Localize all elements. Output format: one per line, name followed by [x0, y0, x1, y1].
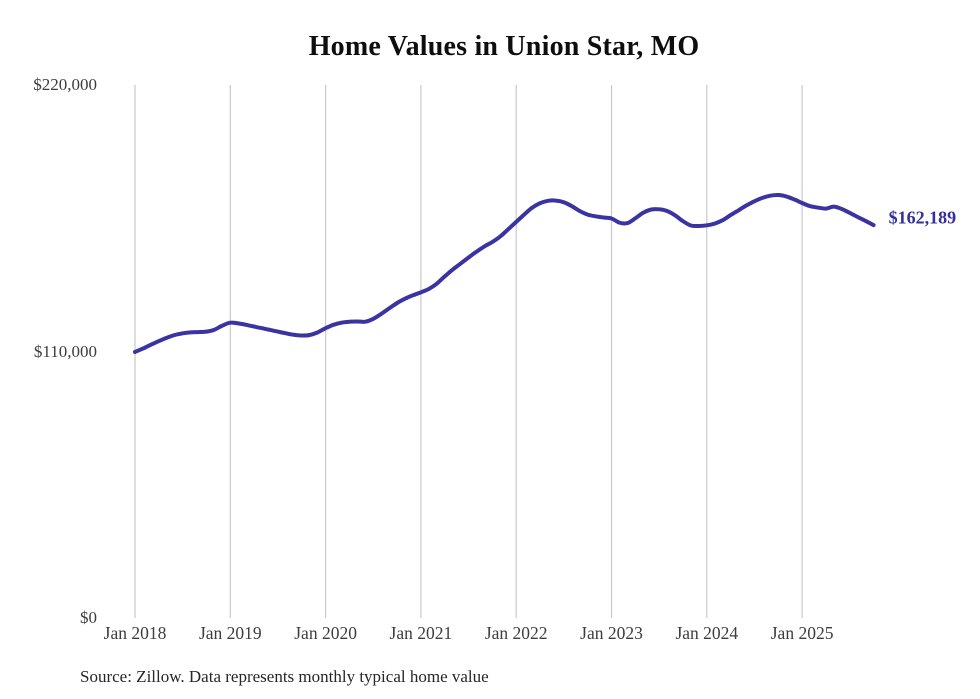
- home-value-line-series: [133, 192, 876, 354]
- source-note: Source: Zillow. Data represents monthly …: [80, 667, 489, 686]
- y-tick-110000: $110,000: [33, 341, 97, 361]
- x-tick-jan-2022: Jan 2022: [484, 623, 548, 643]
- x-tick-jan-2025: Jan 2025: [770, 623, 834, 643]
- chart-title: Home Values in Union Star, MO: [308, 31, 700, 62]
- x-tick-jan-2023: Jan 2023: [580, 623, 643, 643]
- x-tick-jan-2024: Jan 2024: [675, 623, 739, 643]
- year-gridlines: [134, 85, 803, 618]
- x-tick-jan-2021: Jan 2021: [389, 623, 453, 643]
- x-tick-jan-2018: Jan 2018: [103, 623, 167, 643]
- y-tick-0: $0: [80, 608, 97, 627]
- x-tick-jan-2019: Jan 2019: [198, 623, 262, 643]
- x-tick-jan-2020: Jan 2020: [294, 623, 357, 643]
- last-value-annotation: $162,189: [888, 207, 957, 228]
- y-tick-220000: $220,000: [33, 75, 97, 94]
